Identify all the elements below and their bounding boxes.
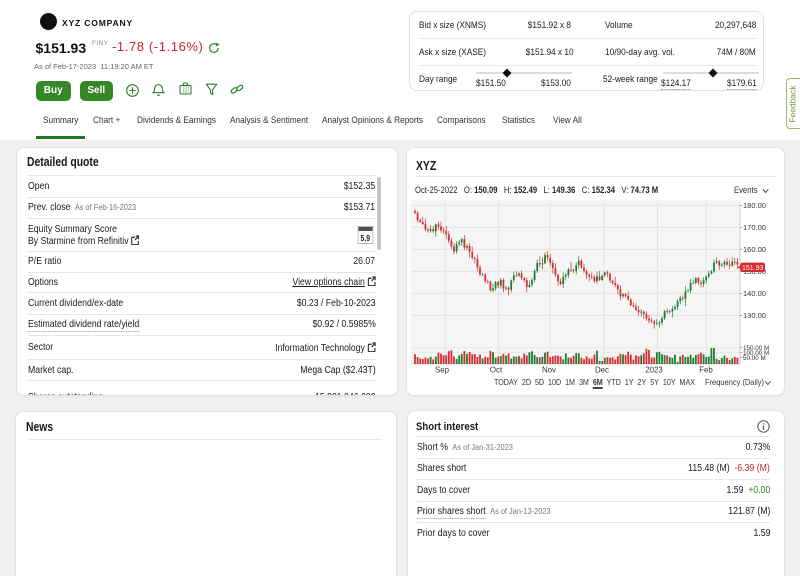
svg-text:Oct: Oct (490, 366, 503, 375)
svg-text:151.93: 151.93 (742, 265, 764, 272)
svg-text:2023: 2023 (645, 366, 663, 375)
svg-text:150.00 M: 150.00 M (743, 345, 769, 352)
svg-text:170.00: 170.00 (743, 223, 766, 232)
svg-text:Feb: Feb (699, 366, 713, 375)
svg-text:100.00 M: 100.00 M (743, 350, 769, 357)
svg-text:160.00: 160.00 (743, 245, 766, 254)
svg-text:Sep: Sep (435, 366, 450, 375)
svg-text:Dec: Dec (595, 366, 609, 375)
svg-text:140.00: 140.00 (743, 289, 766, 298)
svg-text:Nov: Nov (542, 366, 556, 375)
svg-text:180.00: 180.00 (743, 201, 766, 210)
svg-text:50.00 M: 50.00 M (743, 355, 766, 362)
svg-text:130.00: 130.00 (743, 311, 766, 320)
